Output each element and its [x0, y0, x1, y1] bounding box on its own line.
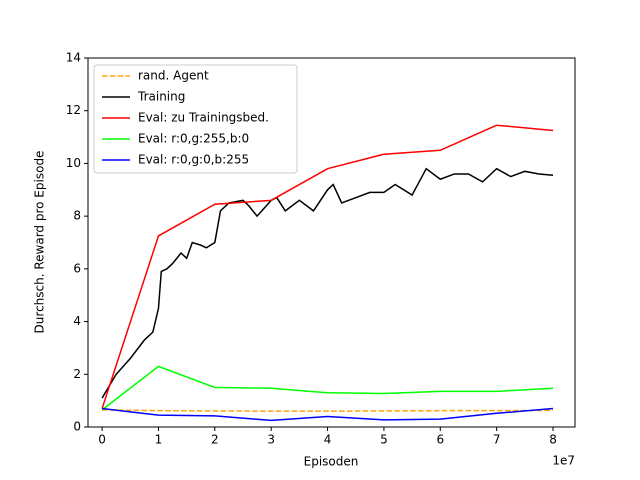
legend-label: Training — [137, 90, 185, 104]
legend-label: rand. Agent — [138, 69, 209, 83]
legend-label: Eval: r:0,g:0,b:255 — [138, 153, 249, 167]
legend-box — [93, 64, 298, 174]
plot-area — [87, 57, 576, 428]
x-offset-label: 1e7 — [552, 454, 575, 468]
y-tick-label: 2 — [73, 367, 81, 381]
x-tick-label: 7 — [493, 433, 501, 447]
y-tick-label: 10 — [66, 156, 81, 170]
x-tick-label: 1 — [155, 433, 163, 447]
y-tick-label: 6 — [73, 261, 81, 275]
series-line — [101, 124, 554, 409]
legend-label: Eval: zu Trainingsbed. — [138, 111, 269, 125]
series-line — [102, 407, 554, 422]
x-tick-label: 0 — [98, 433, 106, 447]
x-tick-label: 2 — [211, 433, 219, 447]
y-tick-label: 0 — [73, 420, 81, 434]
x-tick-label: 6 — [436, 433, 444, 447]
x-tick-label: 4 — [324, 433, 332, 447]
y-tick-label: 12 — [66, 103, 81, 117]
x-tick-label: 3 — [267, 433, 275, 447]
series-line — [101, 365, 554, 411]
x-axis-label: Episoden — [304, 455, 359, 469]
series-line — [101, 167, 554, 399]
series-line — [102, 409, 554, 412]
x-tick-label: 8 — [549, 433, 557, 447]
legend-label: Eval: r:0,g:255,b:0 — [138, 132, 249, 146]
y-tick-label: 14 — [66, 51, 81, 65]
y-tick-label: 8 — [73, 209, 81, 223]
y-axis-label: Durchsch. Reward pro Episode — [33, 151, 47, 334]
y-tick-label: 4 — [73, 314, 81, 328]
x-tick-label: 5 — [380, 433, 388, 447]
